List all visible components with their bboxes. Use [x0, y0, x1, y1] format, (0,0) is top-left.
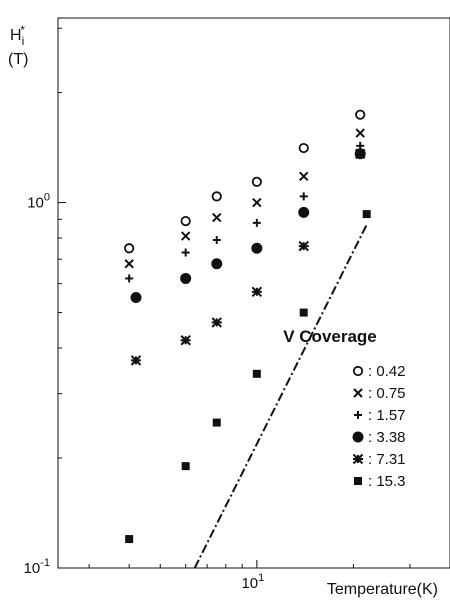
marker-asterisk: [211, 317, 222, 328]
marker-open-circle: [180, 215, 191, 227]
marker-open-circle: [352, 365, 364, 377]
marker-filled-circle: [251, 242, 263, 254]
y-axis-title-superscript: *: [20, 23, 25, 37]
marker-cross: [124, 259, 134, 269]
marker-filled-square: [252, 369, 261, 378]
legend-item: : 0.75: [353, 385, 406, 402]
legend-item: : 1.57: [354, 407, 406, 424]
marker-filled-square: [299, 308, 308, 317]
marker-plus: [299, 192, 308, 201]
marker-asterisk: [355, 148, 366, 159]
x-axis-title: Temperature(K): [327, 581, 438, 598]
x-tick-label-exponent: 1: [258, 572, 264, 584]
y-axis-unit: (T): [8, 51, 28, 68]
marker-cross: [180, 231, 191, 241]
legend-label: : 3.38: [368, 429, 406, 446]
legend-items: : 0.42 : 0.75 : 1.57 : 3.38 : 7.31 : 15.3: [352, 363, 406, 490]
legend-label: : 1.57: [368, 407, 406, 424]
x-tick-label-base: 10: [241, 575, 258, 592]
legend-label: : 0.75: [368, 385, 406, 402]
marker-filled-square: [362, 210, 371, 219]
marker-asterisk: [298, 240, 309, 252]
series-6: [125, 210, 371, 544]
legend-item: : 15.3: [354, 473, 406, 490]
marker-open-circle: [355, 109, 366, 120]
marker-cross: [212, 212, 222, 223]
series-4: [130, 148, 366, 303]
marker-open-circle: [124, 243, 135, 254]
marker-filled-square: [354, 477, 362, 485]
marker-filled-circle: [211, 258, 223, 270]
legend-item: : 0.42: [352, 363, 406, 380]
legend-label: : 0.42: [368, 363, 406, 380]
y-tick-label-exponent: -1: [40, 557, 50, 569]
y-tick-label: 10-1: [24, 557, 50, 577]
marker-cross: [299, 171, 309, 182]
marker-open-circle: [251, 176, 262, 187]
marker-filled-square: [181, 462, 190, 471]
marker-plus: [212, 235, 221, 244]
marker-asterisk: [180, 335, 191, 346]
data-points: [124, 109, 371, 544]
plot-frame: [57, 17, 450, 569]
marker-open-circle: [211, 191, 222, 202]
legend-item: : 3.38: [352, 429, 406, 446]
x-tick-label: 101: [241, 572, 264, 592]
marker-filled-circle: [180, 272, 192, 284]
legend-title: V Coverage: [283, 327, 377, 346]
marker-filled-circle: [298, 206, 310, 218]
marker-filled-circle: [130, 291, 142, 303]
legend: V Coverage : 0.42 : 0.75 : 1.57 : 3.38 : 7.3…: [283, 327, 405, 490]
marker-filled-circle: [352, 431, 364, 443]
series-3: [125, 141, 365, 283]
marker-cross: [355, 128, 365, 138]
marker-filled-square: [212, 418, 221, 427]
series-5: [130, 148, 366, 366]
series-2: [124, 128, 365, 269]
marker-open-circle: [298, 142, 309, 154]
axis-ticks: [58, 27, 411, 569]
legend-label: : 15.3: [368, 473, 406, 490]
marker-plus: [181, 248, 190, 257]
y-axis-title-symbol: H: [10, 27, 22, 44]
marker-asterisk: [251, 286, 263, 298]
marker-asterisk: [130, 355, 142, 366]
y-tick-label-base: 10: [24, 560, 41, 577]
legend-label: : 7.31: [368, 451, 406, 468]
fit-line: [193, 224, 368, 569]
marker-plus: [252, 218, 261, 227]
series-1: [124, 109, 366, 254]
y-tick-label: 100: [27, 192, 50, 212]
y-axis-title: Hi*: [10, 23, 25, 48]
marker-plus: [354, 411, 362, 419]
y-axis-title-subscript: i: [22, 34, 25, 48]
y-tick-label-exponent: 0: [44, 192, 50, 204]
x-tick-labels: 101: [241, 572, 264, 592]
y-tick-label-base: 10: [27, 195, 44, 212]
marker-plus: [125, 274, 134, 283]
legend-item: : 7.31: [352, 451, 406, 468]
marker-cross: [252, 197, 262, 208]
marker-cross: [353, 388, 363, 398]
marker-asterisk: [352, 453, 364, 465]
marker-filled-square: [125, 535, 134, 544]
